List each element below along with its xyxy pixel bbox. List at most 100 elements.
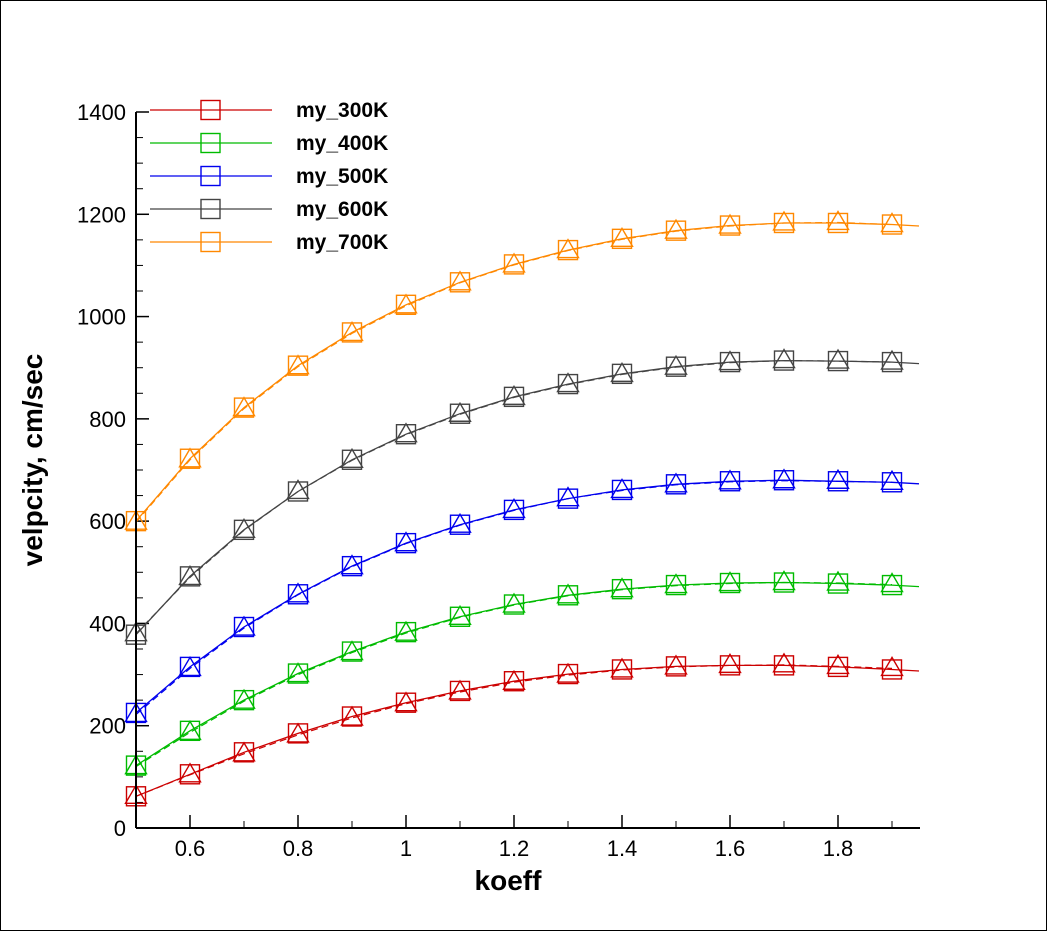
- y-tick-label: 1200: [77, 202, 126, 227]
- y-tick-label: 800: [89, 407, 126, 432]
- x-tick-label: 1.4: [607, 836, 638, 861]
- x-tick-label: 0.6: [175, 836, 206, 861]
- triangle-marker: [664, 472, 688, 493]
- triangle-marker: [826, 653, 850, 675]
- series-line: [135, 479, 920, 714]
- triangle-marker: [718, 213, 742, 234]
- triangle-marker: [772, 468, 796, 489]
- series-layer: [124, 210, 920, 807]
- triangle-marker: [394, 620, 418, 641]
- legend-label: my_700K: [296, 231, 388, 254]
- overlay-line: [135, 664, 893, 797]
- axes: [135, 112, 920, 829]
- square-marker: [827, 212, 849, 234]
- legend-label: my_600K: [296, 198, 388, 221]
- legend-entry: my_300K: [150, 99, 388, 122]
- square-marker: [773, 655, 795, 676]
- triangle-marker: [394, 293, 418, 314]
- triangle-marker: [664, 573, 688, 594]
- legend-entry: my_500K: [150, 165, 388, 188]
- square-marker: [719, 655, 741, 676]
- x-tick-label: 0.8: [283, 836, 314, 861]
- triangle-marker: [448, 270, 472, 291]
- triangle-marker: [826, 570, 850, 591]
- series-line: [135, 222, 920, 522]
- overlay-line: [135, 581, 893, 768]
- triangle-marker: [178, 447, 202, 468]
- triangle-marker: [772, 348, 796, 369]
- series-line: [135, 581, 920, 767]
- triangle-marker: [610, 226, 634, 248]
- triangle-marker: [826, 348, 850, 369]
- series-my_700K: [124, 210, 920, 532]
- triangle-marker: [232, 741, 256, 762]
- triangle-marker: [340, 321, 364, 342]
- overlay-line: [135, 221, 893, 523]
- square-marker: [773, 350, 795, 371]
- square-marker: [827, 471, 849, 492]
- triangle-marker: [448, 401, 472, 422]
- square-marker: [827, 350, 849, 372]
- series-my_600K: [124, 348, 920, 645]
- tick-labels: 0 200 400 600 800 1000 1200 1400 0.6 0.8 1 1.2 1.4 1.…: [77, 100, 853, 861]
- triangle-marker: [178, 719, 202, 741]
- triangle-marker: [232, 688, 256, 709]
- series-my_500K: [124, 468, 920, 724]
- triangle-marker: [556, 372, 580, 393]
- triangle-marker: [664, 354, 688, 375]
- triangle-marker: [556, 583, 580, 604]
- square-marker: [881, 351, 903, 373]
- triangle-marker: [880, 212, 904, 233]
- triangle-marker: [178, 565, 202, 586]
- triangle-marker: [448, 604, 472, 625]
- triangle-marker: [880, 469, 904, 490]
- triangle-marker: [232, 396, 256, 417]
- triangle-marker: [826, 468, 850, 489]
- square-marker: [827, 656, 849, 678]
- legend-entry: my_700K: [150, 231, 388, 254]
- square-marker: [827, 573, 849, 594]
- triangle-marker: [394, 691, 418, 712]
- y-tick-label: 200: [89, 714, 126, 739]
- overlay-line: [135, 359, 893, 635]
- triangle-marker: [718, 652, 742, 674]
- legend-label: my_400K: [296, 132, 388, 155]
- triangle-marker: [232, 517, 256, 539]
- triangle-marker: [664, 218, 688, 239]
- triangle-marker: [718, 571, 742, 592]
- triangle-marker: [340, 447, 364, 468]
- triangle-marker: [556, 662, 580, 683]
- y-tick-label: 1400: [77, 100, 126, 125]
- triangle-marker: [448, 679, 472, 700]
- square-marker: [287, 481, 309, 502]
- y-tick-label: 400: [89, 611, 126, 636]
- y-tick-label: 1000: [77, 305, 126, 330]
- triangle-marker: [340, 640, 364, 661]
- triangle-marker: [502, 592, 526, 613]
- triangle-marker: [664, 654, 688, 675]
- legend-marker: [200, 231, 221, 253]
- triangle-marker: [610, 657, 634, 678]
- axis-ticks: [135, 111, 893, 829]
- x-axis-title: koeff: [475, 865, 543, 896]
- triangle-marker: [178, 656, 202, 677]
- triangle-marker: [718, 350, 742, 371]
- triangle-marker: [502, 669, 526, 690]
- triangle-marker: [556, 486, 580, 507]
- series-my_300K: [124, 652, 920, 807]
- triangle-marker: [286, 354, 310, 375]
- legend-entry: my_400K: [150, 132, 388, 155]
- triangle-marker: [394, 531, 418, 552]
- square-marker: [881, 659, 903, 680]
- legend-label: my_300K: [296, 99, 388, 122]
- triangle-marker: [610, 361, 634, 383]
- square-marker: [881, 472, 903, 493]
- triangle-marker: [880, 349, 904, 370]
- x-tick-label: 1: [400, 836, 412, 861]
- triangle-marker: [718, 469, 742, 490]
- legend-label: my_500K: [296, 165, 388, 188]
- triangle-marker: [502, 252, 526, 273]
- square-marker: [881, 214, 903, 235]
- triangle-marker: [826, 210, 850, 231]
